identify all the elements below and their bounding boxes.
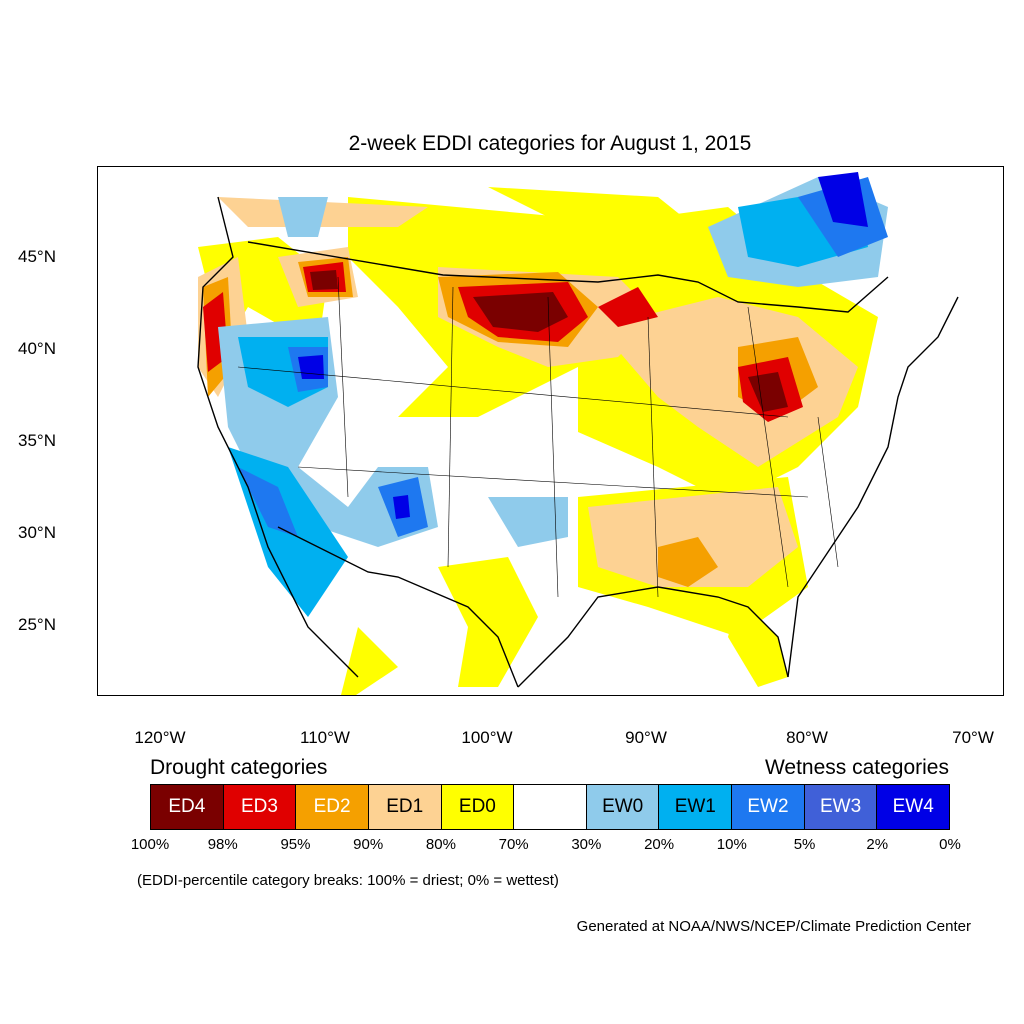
credit-line: Generated at NOAA/NWS/NCEP/Climate Predi…: [576, 918, 971, 935]
percentile-break: 90%: [353, 836, 384, 853]
conus-map-canvas: [197, 172, 959, 695]
lon-label-70w: 70°W: [952, 728, 994, 747]
wetness-heading: Wetness categories: [764, 756, 949, 779]
percentile-break: 100%: [130, 836, 170, 853]
legend-swatch-ew0: EW0: [586, 785, 660, 829]
category-legend: ED4 ED3 ED2 ED1 ED0 EW0 EW1 EW2 EW3 EW4: [150, 784, 950, 830]
lat-label-45: 45°N: [18, 247, 56, 266]
eddi-map: [97, 166, 1004, 696]
legend-swatch-ew1: EW1: [659, 785, 733, 829]
legend-swatch-ed3: ED3: [223, 785, 297, 829]
legend-swatch-neutral: [514, 785, 587, 829]
lon-label-100w: 100°W: [461, 728, 513, 747]
percentile-break: 98%: [207, 836, 238, 853]
lon-label-80w: 80°W: [786, 728, 828, 747]
state-lines: [237, 276, 839, 598]
percentile-break: 95%: [280, 836, 311, 853]
drought-heading: Drought categories: [150, 756, 328, 779]
ew4-regions: [298, 172, 868, 519]
percentile-break: 2%: [866, 836, 889, 853]
percentile-break: 70%: [498, 836, 529, 853]
percentile-break: 20%: [644, 836, 675, 853]
legend-swatch-ed4: ED4: [151, 785, 224, 829]
lat-label-25: 25°N: [18, 615, 56, 634]
ed4-regions: [310, 270, 788, 412]
legend-swatch-ew2: EW2: [732, 785, 805, 829]
percentile-break: 30%: [571, 836, 602, 853]
percentile-break: 0%: [939, 836, 961, 853]
lon-label-110w: 110°W: [300, 728, 350, 747]
legend-swatch-ed2: ED2: [296, 785, 369, 829]
lat-label-30: 30°N: [18, 523, 56, 542]
percentile-break: 5%: [793, 836, 816, 853]
map-title: 2-week EDDI categories for August 1, 201…: [348, 132, 752, 155]
percentile-break: 80%: [425, 836, 456, 853]
boundary-lines: [197, 196, 959, 688]
lon-label-120w: 120°W: [134, 728, 186, 747]
percentile-break: 10%: [716, 836, 747, 853]
category-note: (EDDI-percentile category breaks: 100% =…: [137, 872, 559, 889]
lon-label-90w: 90°W: [625, 728, 667, 747]
lat-label-35: 35°N: [18, 431, 56, 450]
legend-swatch-ed0: ED0: [441, 785, 515, 829]
legend-swatch-ew4: EW4: [877, 785, 950, 829]
legend-swatch-ed1: ED1: [368, 785, 442, 829]
legend-swatch-ew3: EW3: [804, 785, 878, 829]
lat-label-40: 40°N: [18, 339, 56, 358]
